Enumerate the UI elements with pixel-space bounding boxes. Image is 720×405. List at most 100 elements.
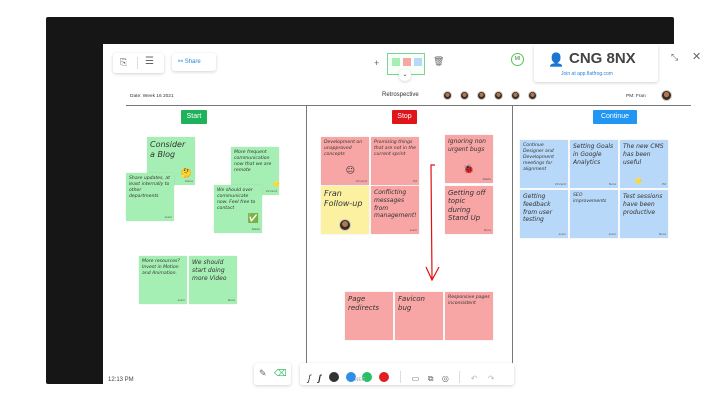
note-author: Liam <box>177 298 185 303</box>
nec-logo: NEC <box>354 377 366 383</box>
display-bezel: ⎘ ☰ ⚯ Share + ⌄ 🗑 MI 👤 CNG 8NX Join at a… <box>46 17 710 391</box>
avatar <box>460 91 469 100</box>
note-text: Page redirects <box>348 295 379 313</box>
sticky-note[interactable]: Setting Goals in Google Analytics Nora <box>570 140 618 188</box>
star-emoji-icon: ⭐ <box>272 179 279 188</box>
note-author: Liam <box>558 232 566 237</box>
note-text: Favicon bug <box>398 295 425 313</box>
sticky-note[interactable]: Promising things that are not in the cur… <box>371 137 419 185</box>
room-code: CNG 8NX <box>569 50 636 67</box>
avatar <box>528 91 537 100</box>
sticky-note[interactable]: Development on unapproved concepts 😐 Vince… <box>321 137 369 185</box>
note-text: More resources? Invest in Motion and Ani… <box>142 259 180 276</box>
sticky-note[interactable]: Share updates, at least internally to ot… <box>126 173 174 221</box>
note-author: Ed <box>413 179 417 184</box>
thick-pen-icon[interactable]: ʃ <box>318 373 321 383</box>
eraser-icon[interactable]: ⌫ <box>274 368 287 378</box>
star-emoji-icon: ⭐ <box>634 176 643 185</box>
note-author: Vincent <box>265 189 277 194</box>
sticky-note[interactable]: Responsive pages inconsistent <box>445 292 493 340</box>
sticky-note[interactable]: Test sessions have been productive Nora <box>620 190 668 238</box>
drawing-toolbar: ʃ ʃ ▭ ⧉ ◎ ↶ ↷ <box>300 363 514 385</box>
sticky-note[interactable]: Fran Follow-up <box>321 186 369 234</box>
left-control-group: ⎘ ☰ <box>113 53 164 73</box>
redo-icon[interactable]: ↷ <box>487 374 495 383</box>
note-author: Vincent <box>554 182 566 187</box>
note-author: Vincent <box>355 179 367 184</box>
note-author: Nora <box>483 228 491 233</box>
close-icon[interactable]: ✕ <box>692 51 702 63</box>
pen-icon[interactable]: ✎ <box>259 368 267 378</box>
whiteboard-screen: ⎘ ☰ ⚯ Share + ⌄ 🗑 MI 👤 CNG 8NX Join at a… <box>103 44 710 391</box>
sticky-note[interactable]: The new CMS has been useful ⭐ Ed <box>620 140 668 188</box>
column-header-continue[interactable]: Continue <box>593 110 637 124</box>
copy-icon[interactable]: ⧉ <box>427 374 434 383</box>
note-author: Nora <box>227 298 235 303</box>
thin-pen-icon[interactable]: ʃ <box>308 373 311 383</box>
column-header-start[interactable]: Start <box>181 110 207 124</box>
note-author: Nora <box>658 232 666 237</box>
note-text: Promising things that are not in the cur… <box>374 140 416 157</box>
note-author: Liam <box>164 215 172 220</box>
export-icon[interactable]: ⎘ <box>120 57 128 67</box>
collapse-icon[interactable]: ⤡ <box>671 52 679 62</box>
sticky-note[interactable]: Continue Designer and Development meetin… <box>520 140 568 188</box>
header-divider <box>126 105 691 106</box>
lasso-icon[interactable]: ◎ <box>441 374 449 383</box>
sticky-note[interactable]: Page redirects <box>345 292 393 340</box>
pm-label: PM: Fran <box>626 94 646 99</box>
sticky-note[interactable]: Favicon bug <box>395 292 443 340</box>
menu-icon[interactable]: ☰ <box>145 56 154 67</box>
sticky-note[interactable]: Getting feedback from user testing Liam <box>520 190 568 238</box>
join-link[interactable]: Join at app.flatfrog.com <box>561 71 613 77</box>
undo-icon[interactable]: ↶ <box>470 374 478 383</box>
chevron-down-icon[interactable]: ⌄ <box>399 69 411 81</box>
note-author: Stella <box>482 177 491 182</box>
board-title: Retrospective <box>382 92 419 98</box>
color-black[interactable] <box>329 371 340 382</box>
add-board-button[interactable]: + <box>374 58 380 68</box>
divider <box>459 370 461 383</box>
red-arrow-drawing[interactable] <box>423 159 443 284</box>
checkmark-emoji-icon: ✅ <box>247 214 259 225</box>
note-text: Development on unapproved concepts <box>324 140 363 157</box>
note-text: We should start doing more Video <box>192 259 227 282</box>
image-icon[interactable]: ▭ <box>411 374 420 383</box>
note-text: More frequent communication now that we … <box>234 150 272 173</box>
share-icon: ⚯ <box>178 59 184 65</box>
note-author: Liam <box>409 228 417 233</box>
sticky-note[interactable]: We should start doing more Video Nora <box>189 256 237 304</box>
sticky-note[interactable]: Getting off topic during Stand Up Nora <box>445 186 493 234</box>
add-user-icon[interactable]: 👤 <box>548 52 565 67</box>
thinking-emoji-icon: 🤔 <box>180 169 192 180</box>
avatar <box>494 91 503 100</box>
sticky-note[interactable]: Conflicting messages from management! Lia… <box>371 186 419 234</box>
column-header-stop[interactable]: Stop <box>392 110 417 124</box>
sticky-note[interactable]: Ignoring non urgent bugs 🐞 Stella <box>445 135 493 183</box>
sticky-note[interactable]: More resources? Invest in Motion and Ani… <box>139 256 187 304</box>
sticky-note[interactable]: SEO improvements Liam <box>570 190 618 238</box>
note-author: Nora <box>608 182 616 187</box>
avatar <box>443 91 452 100</box>
note-text: Consider a Blog <box>150 140 186 159</box>
mode-toolbar: ✎ ⌫ <box>254 363 291 385</box>
room-code-panel: 👤 CNG 8NX Join at app.flatfrog.com <box>534 44 658 82</box>
color-red[interactable] <box>378 371 389 382</box>
share-button[interactable]: ⚯ Share <box>172 53 216 71</box>
note-author: Liam <box>608 232 616 237</box>
note-text: Responsive pages inconsistent <box>448 295 490 306</box>
color-blue[interactable] <box>345 371 356 382</box>
ladybug-emoji-icon: 🐞 <box>463 165 475 176</box>
note-text: Ignoring non urgent bugs <box>448 138 486 153</box>
clock: 12:13 PM <box>108 377 134 383</box>
color-green[interactable] <box>362 371 373 382</box>
note-text: Getting off topic during Stand Up <box>448 189 486 223</box>
avatar <box>511 91 520 100</box>
sticky-note[interactable]: We should over communicate now. Feel fre… <box>214 185 262 233</box>
trash-icon[interactable]: 🗑 <box>433 56 445 66</box>
column-divider <box>512 105 513 363</box>
note-text: SEO improvements <box>573 193 607 204</box>
note-author: Stella <box>251 227 260 232</box>
note-text: The new CMS has been useful <box>623 143 664 166</box>
user-avatar[interactable]: MI <box>511 53 524 66</box>
